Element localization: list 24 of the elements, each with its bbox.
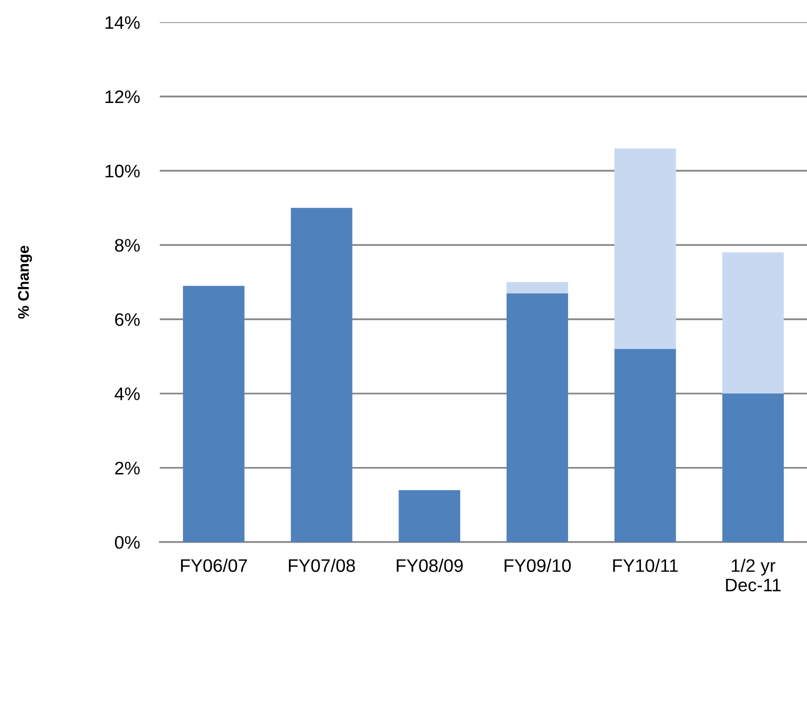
y-tick-label: 6% <box>115 313 140 326</box>
bar <box>506 282 568 294</box>
x-tick-label: FY06/07 <box>181 558 247 572</box>
bar <box>182 286 244 542</box>
bar <box>290 208 352 542</box>
bar <box>614 348 676 542</box>
bar <box>506 293 568 542</box>
bar <box>722 252 784 394</box>
x-tick-label: FY09/10 <box>504 558 571 572</box>
y-tick-label: 12% <box>106 90 140 104</box>
x-tick-label: FY10/11 <box>613 558 678 572</box>
y-tick-label: 0% <box>114 536 140 549</box>
y-tick-label: 8% <box>115 238 140 252</box>
y-tick-label: 10% <box>106 164 140 178</box>
x-tick-label: FY07/08 <box>288 558 355 572</box>
x-tick-label: 1/2 yr Dec-11 <box>726 558 781 592</box>
bar <box>614 148 676 349</box>
y-tick-label: 2% <box>115 462 140 474</box>
bar <box>722 394 784 542</box>
x-tick-label: FY08/09 <box>396 558 463 572</box>
bar <box>398 490 460 542</box>
y-tick-label: 4% <box>114 388 140 400</box>
y-tick-label: 14% <box>106 16 140 29</box>
y-axis-title: % Change <box>18 246 32 319</box>
